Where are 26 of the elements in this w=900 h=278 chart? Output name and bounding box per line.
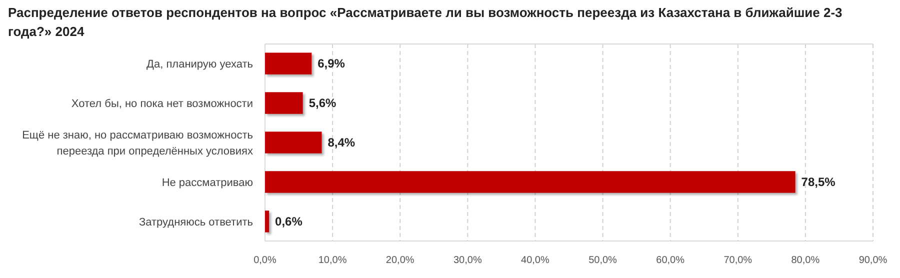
y-tick-label: Не рассматриваю bbox=[162, 176, 253, 189]
x-tick-label: 70,0% bbox=[724, 255, 752, 266]
bar bbox=[265, 210, 270, 232]
data-label: 8,4% bbox=[328, 136, 356, 150]
bar bbox=[265, 92, 303, 114]
data-label: 78,5% bbox=[801, 175, 836, 190]
y-tick-label: Затрудняюсь ответить bbox=[138, 216, 254, 228]
x-tick-label: 10,0% bbox=[318, 255, 347, 266]
y-tick-label: Хотел бы, но пока нет возможности bbox=[71, 98, 253, 110]
bar bbox=[265, 52, 312, 74]
x-tick-label: 60,0% bbox=[656, 255, 685, 266]
bar bbox=[265, 171, 796, 193]
chart-title: Распределение ответов респондентов на вопрос «Рассматриваете ли вы возможность переезда из Казахстана в ближайшие 2-3 года?» 2024 bbox=[8, 5, 842, 39]
x-tick-label: 30,0% bbox=[453, 255, 482, 266]
data-label: 5,6% bbox=[308, 96, 337, 110]
y-tick-label: Да, планирую уехать bbox=[146, 58, 254, 70]
x-tick-label: 0,0% bbox=[254, 255, 277, 266]
x-tick-label: 20,0% bbox=[386, 255, 414, 266]
bar bbox=[265, 132, 322, 154]
x-tick-label: 90,0% bbox=[858, 255, 888, 266]
data-label: 0,6% bbox=[275, 214, 303, 229]
x-tick-label: 80,0% bbox=[791, 255, 820, 266]
data-label: 6,9% bbox=[318, 56, 346, 71]
y-tick-label: Ещё не знаю, но рассматриваю возможность переезда при определённых условиях bbox=[22, 129, 254, 158]
x-tick-label: 50,0% bbox=[588, 255, 618, 266]
x-tick-label: 40,0% bbox=[521, 255, 550, 266]
